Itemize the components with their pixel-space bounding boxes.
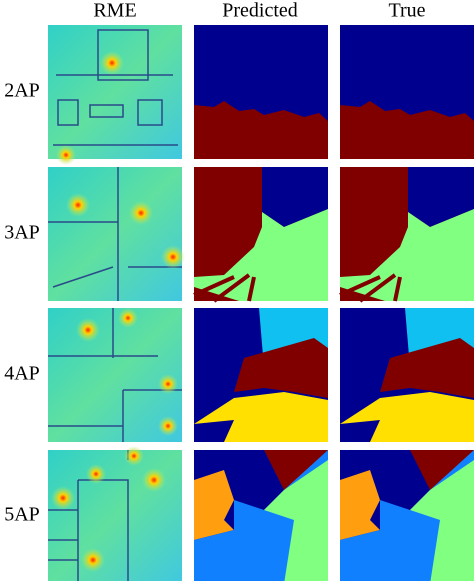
rme-panel	[48, 446, 182, 581]
true-panel	[340, 25, 474, 159]
row-label: 3AP	[4, 222, 40, 244]
column-header: True	[388, 0, 425, 22]
column-header: RME	[93, 0, 136, 22]
rme-panel	[48, 167, 185, 301]
predicted-panel	[194, 308, 328, 442]
true-panel	[340, 308, 474, 442]
row-label: 2AP	[4, 80, 40, 102]
predicted-panel	[192, 165, 330, 303]
rme-panel	[48, 308, 182, 442]
column-header: Predicted	[222, 0, 298, 22]
row-label: 5AP	[4, 504, 40, 526]
predicted-panel	[194, 25, 328, 159]
row-label: 4AP	[4, 363, 40, 385]
true-panel	[340, 450, 474, 581]
true-panel	[338, 165, 474, 303]
predicted-panel	[194, 450, 328, 581]
rme-panel	[48, 25, 182, 165]
